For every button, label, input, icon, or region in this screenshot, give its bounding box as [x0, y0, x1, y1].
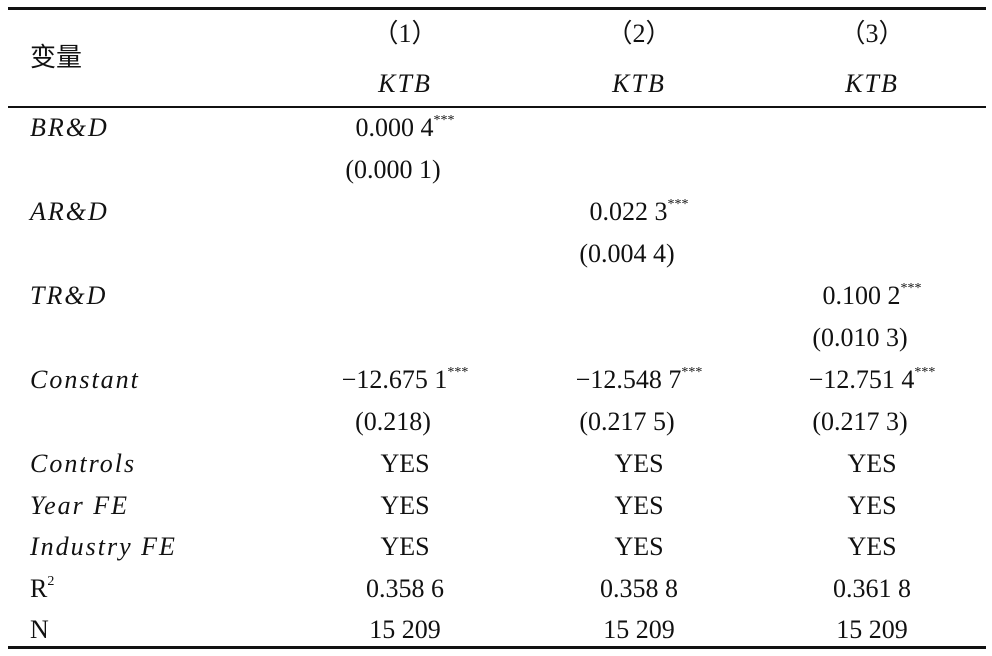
row-label-text: R — [30, 573, 48, 603]
header-rule — [8, 106, 986, 108]
significance-stars: *** — [914, 365, 936, 380]
cell-value: 0.358 6 — [366, 573, 444, 603]
cell: YES — [614, 532, 663, 562]
row-label: Industry FE — [30, 532, 177, 562]
cell-value: −12.751 4 — [808, 365, 915, 394]
significance-stars: *** — [667, 197, 689, 212]
cell: 0.358 6 — [366, 574, 444, 604]
column-dep-var: KTB — [378, 69, 432, 98]
bottom-rule — [8, 646, 986, 649]
row-label: N — [30, 615, 49, 645]
column-number: （2） — [606, 19, 672, 48]
row-label-text: AR&D — [30, 197, 109, 226]
cell-value: 0.361 8 — [833, 573, 911, 603]
row-label-sup: 2 — [47, 573, 55, 589]
standard-error: (0.217 3) — [812, 407, 908, 436]
standard-error: (0.004 4) — [579, 239, 675, 268]
cell: −12.548 7*** — [576, 365, 703, 395]
column-number: （3） — [839, 19, 905, 48]
cell-value: 15 209 — [836, 615, 908, 644]
cell: YES — [614, 449, 663, 479]
cell-value: YES — [380, 449, 430, 478]
cell: YES — [380, 532, 429, 562]
row-label-text: Constant — [30, 365, 140, 394]
row-label: TR&D — [30, 281, 107, 311]
cell: −12.751 4*** — [809, 365, 936, 395]
cell-value: YES — [847, 490, 897, 520]
row-label-text: Industry FE — [30, 532, 177, 561]
cell-value: 0.100 2 — [822, 281, 901, 310]
column-dep-var: KTB — [612, 69, 666, 98]
row-label-text: BR&D — [30, 113, 109, 142]
significance-stars: *** — [900, 281, 922, 296]
row-label: AR&D — [30, 197, 109, 227]
cell: 0.100 2*** — [823, 281, 922, 311]
row-label: Constant — [30, 365, 140, 395]
significance-stars: *** — [447, 365, 469, 380]
cell: YES — [847, 532, 896, 562]
significance-stars: *** — [433, 113, 455, 128]
row-label: R2 — [30, 574, 54, 604]
standard-error: (0.000 1) — [345, 155, 441, 184]
cell-value: YES — [380, 490, 430, 520]
standard-error: (0.217 5) — [579, 407, 675, 436]
cell: YES — [614, 491, 663, 521]
cell-value: YES — [847, 532, 897, 561]
cell: YES — [380, 491, 429, 521]
row-label-text: Year FE — [30, 490, 129, 520]
cell: 15 209 — [369, 615, 441, 645]
cell-value: YES — [380, 532, 430, 561]
row-label: Controls — [30, 449, 136, 479]
cell-value: 0.000 4 — [355, 113, 434, 142]
cell-value: YES — [614, 532, 664, 561]
column-dep-var: KTB — [845, 69, 899, 98]
column-number: （1） — [372, 19, 438, 48]
row-label: Year FE — [30, 491, 129, 521]
cell: YES — [380, 449, 429, 479]
cell: −12.675 1*** — [342, 365, 469, 395]
cell-value: YES — [614, 490, 664, 520]
cell: YES — [847, 449, 896, 479]
cell: 15 209 — [603, 615, 675, 645]
cell-value: 15 209 — [603, 615, 675, 644]
cell-value: 0.022 3 — [589, 197, 668, 226]
row-label-text: N — [30, 615, 49, 644]
significance-stars: *** — [681, 365, 703, 380]
cell-value: 15 209 — [369, 615, 441, 644]
cell-value: −12.675 1 — [341, 365, 448, 394]
cell: 0.000 4*** — [356, 113, 455, 143]
cell: YES — [847, 491, 896, 521]
standard-error: (0.010 3) — [812, 323, 908, 352]
cell-value: 0.358 8 — [600, 573, 678, 603]
header-label: 变量 — [30, 43, 83, 72]
row-label: BR&D — [30, 113, 109, 143]
cell-value: −12.548 7 — [575, 365, 682, 394]
cell: 0.361 8 — [833, 574, 911, 604]
cell-value: YES — [847, 449, 897, 478]
row-label-text: Controls — [30, 449, 137, 478]
cell: 15 209 — [836, 615, 908, 645]
top-rule — [8, 7, 986, 10]
cell: 0.358 8 — [600, 574, 678, 604]
cell: 0.022 3*** — [590, 197, 689, 227]
cell-value: YES — [614, 449, 664, 478]
standard-error: (0.218) — [355, 407, 431, 436]
row-label-text: TR&D — [30, 281, 108, 310]
